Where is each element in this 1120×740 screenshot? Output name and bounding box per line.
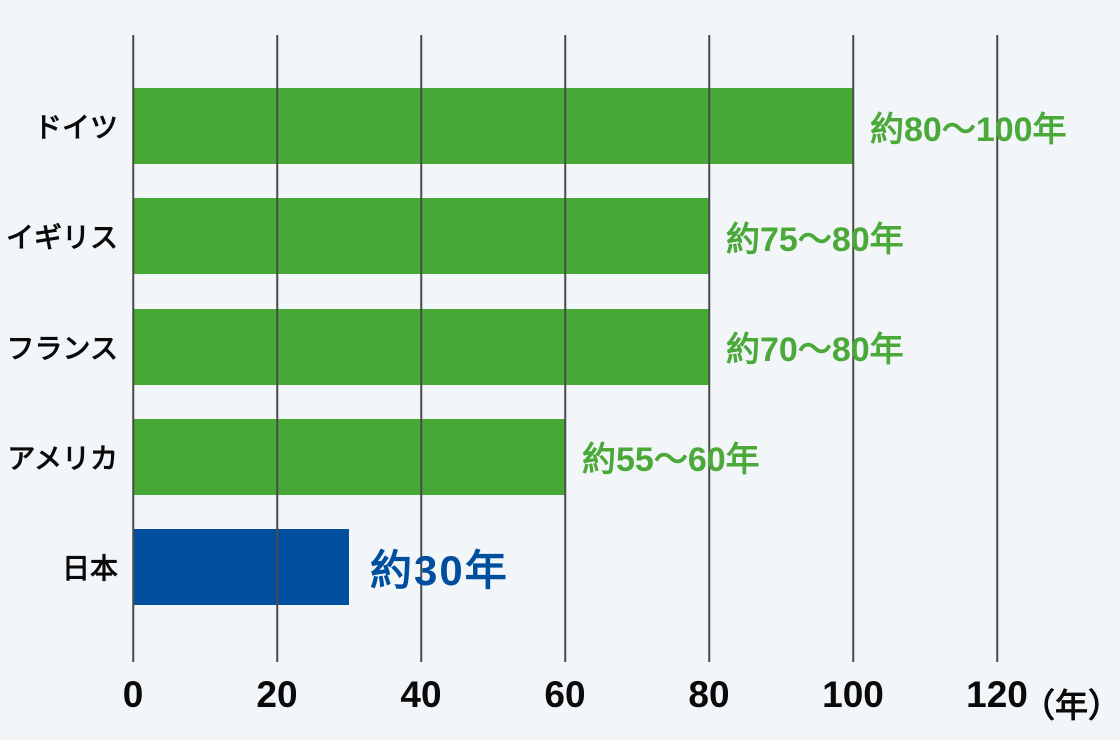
category-label-4: アメリカ [7,442,118,474]
value-label-2: 約75～80年 [726,220,904,259]
value-label-4: 約55～60年 [582,441,760,480]
x-tick-label-20: 20 [256,674,298,715]
category-label-2: イギリス [5,222,118,254]
gridline-20 [276,35,278,662]
category-label-3: フランス [6,332,118,364]
x-tick-label-40: 40 [400,674,442,715]
category-label-1: ドイツ [33,112,118,143]
gridline-40 [420,35,422,662]
gridline-0 [132,35,134,662]
bar-1 [133,88,853,164]
gridline-100 [852,35,854,662]
value-label-5: 約30年 [370,546,509,594]
bar-5 [133,529,349,605]
gridline-120 [996,35,998,662]
x-tick-label-60: 60 [544,674,586,715]
bar-4 [133,418,565,495]
gridline-80 [708,35,710,662]
value-label-3: 約70～80年 [726,331,904,369]
x-tick-label-100: 100 [822,674,884,715]
gridline-60 [564,35,566,662]
category-label-5: 日本 [61,553,118,584]
x-tick-label-0: 0 [122,674,144,715]
x-tick-label-80: 80 [688,674,730,715]
x-tick-label-120: 120 [966,674,1028,715]
x-axis-unit-label: （年） [1022,687,1120,724]
value-label-1: 約80～100年 [870,110,1067,149]
